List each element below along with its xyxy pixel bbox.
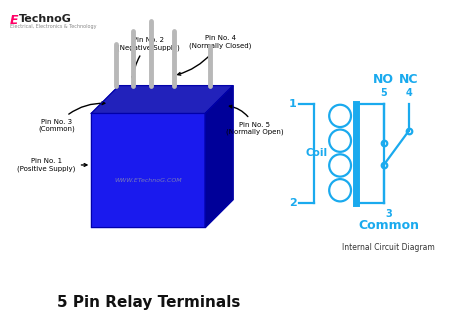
Text: 2: 2 (289, 198, 296, 208)
Polygon shape (205, 86, 233, 227)
Text: 4: 4 (405, 88, 412, 98)
Text: 5 Pin Relay Terminals: 5 Pin Relay Terminals (57, 295, 240, 310)
Text: Common: Common (358, 218, 419, 232)
Text: Internal Circuit Diagram: Internal Circuit Diagram (342, 243, 435, 252)
Polygon shape (91, 86, 233, 113)
Text: TechnoG: TechnoG (19, 14, 72, 24)
Text: Coil: Coil (305, 148, 328, 158)
Text: NO: NO (373, 73, 394, 86)
Text: WWW.ETechnoG.COM: WWW.ETechnoG.COM (114, 178, 182, 183)
Polygon shape (91, 113, 205, 227)
Text: Pin No. 3
(Common): Pin No. 3 (Common) (38, 102, 105, 132)
Text: 1: 1 (289, 99, 296, 109)
Text: 3: 3 (385, 209, 392, 219)
Text: Electrical, Electronics & Technology: Electrical, Electronics & Technology (10, 24, 97, 29)
Text: Pin No. 2
(Negative Supply): Pin No. 2 (Negative Supply) (118, 37, 180, 79)
Polygon shape (93, 88, 229, 115)
Text: Pin No. 4
(Normally Closed): Pin No. 4 (Normally Closed) (178, 35, 251, 75)
Text: E: E (10, 14, 18, 27)
Text: Pin No. 1
(Positive Supply): Pin No. 1 (Positive Supply) (18, 158, 87, 172)
Text: Pin No. 5
(Normally Open): Pin No. 5 (Normally Open) (226, 105, 283, 135)
Text: 5: 5 (380, 88, 387, 98)
Text: NC: NC (399, 73, 418, 86)
